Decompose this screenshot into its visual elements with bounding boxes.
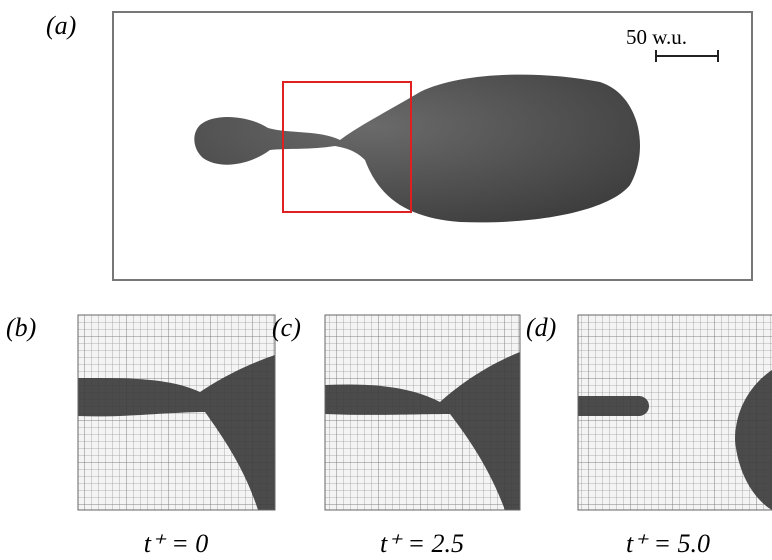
panel-b: (b) t⁺ = 0 [6, 313, 275, 558]
fluid [578, 396, 649, 416]
panel-label: (c) [272, 313, 301, 342]
panel-a: (a) 50 w.u. [46, 11, 752, 280]
page: (a) 50 w.u. (b) t⁺ = 0 (c) t⁺ = 2.5 (d) [0, 0, 772, 560]
time-caption: t⁺ = 2.5 [380, 529, 464, 558]
panel-label: (b) [6, 313, 36, 342]
panel-label: (a) [46, 11, 76, 40]
panel-c: (c) t⁺ = 2.5 [272, 313, 520, 558]
time-caption: t⁺ = 5.0 [626, 529, 710, 558]
panel-label: (d) [526, 313, 556, 342]
panel-d: (d) t⁺ = 5.0 [526, 313, 772, 558]
figure: (a) 50 w.u. (b) t⁺ = 0 (c) t⁺ = 2.5 (d) [0, 0, 772, 560]
time-caption: t⁺ = 0 [144, 529, 209, 558]
scale-bar-label: 50 w.u. [626, 25, 687, 49]
